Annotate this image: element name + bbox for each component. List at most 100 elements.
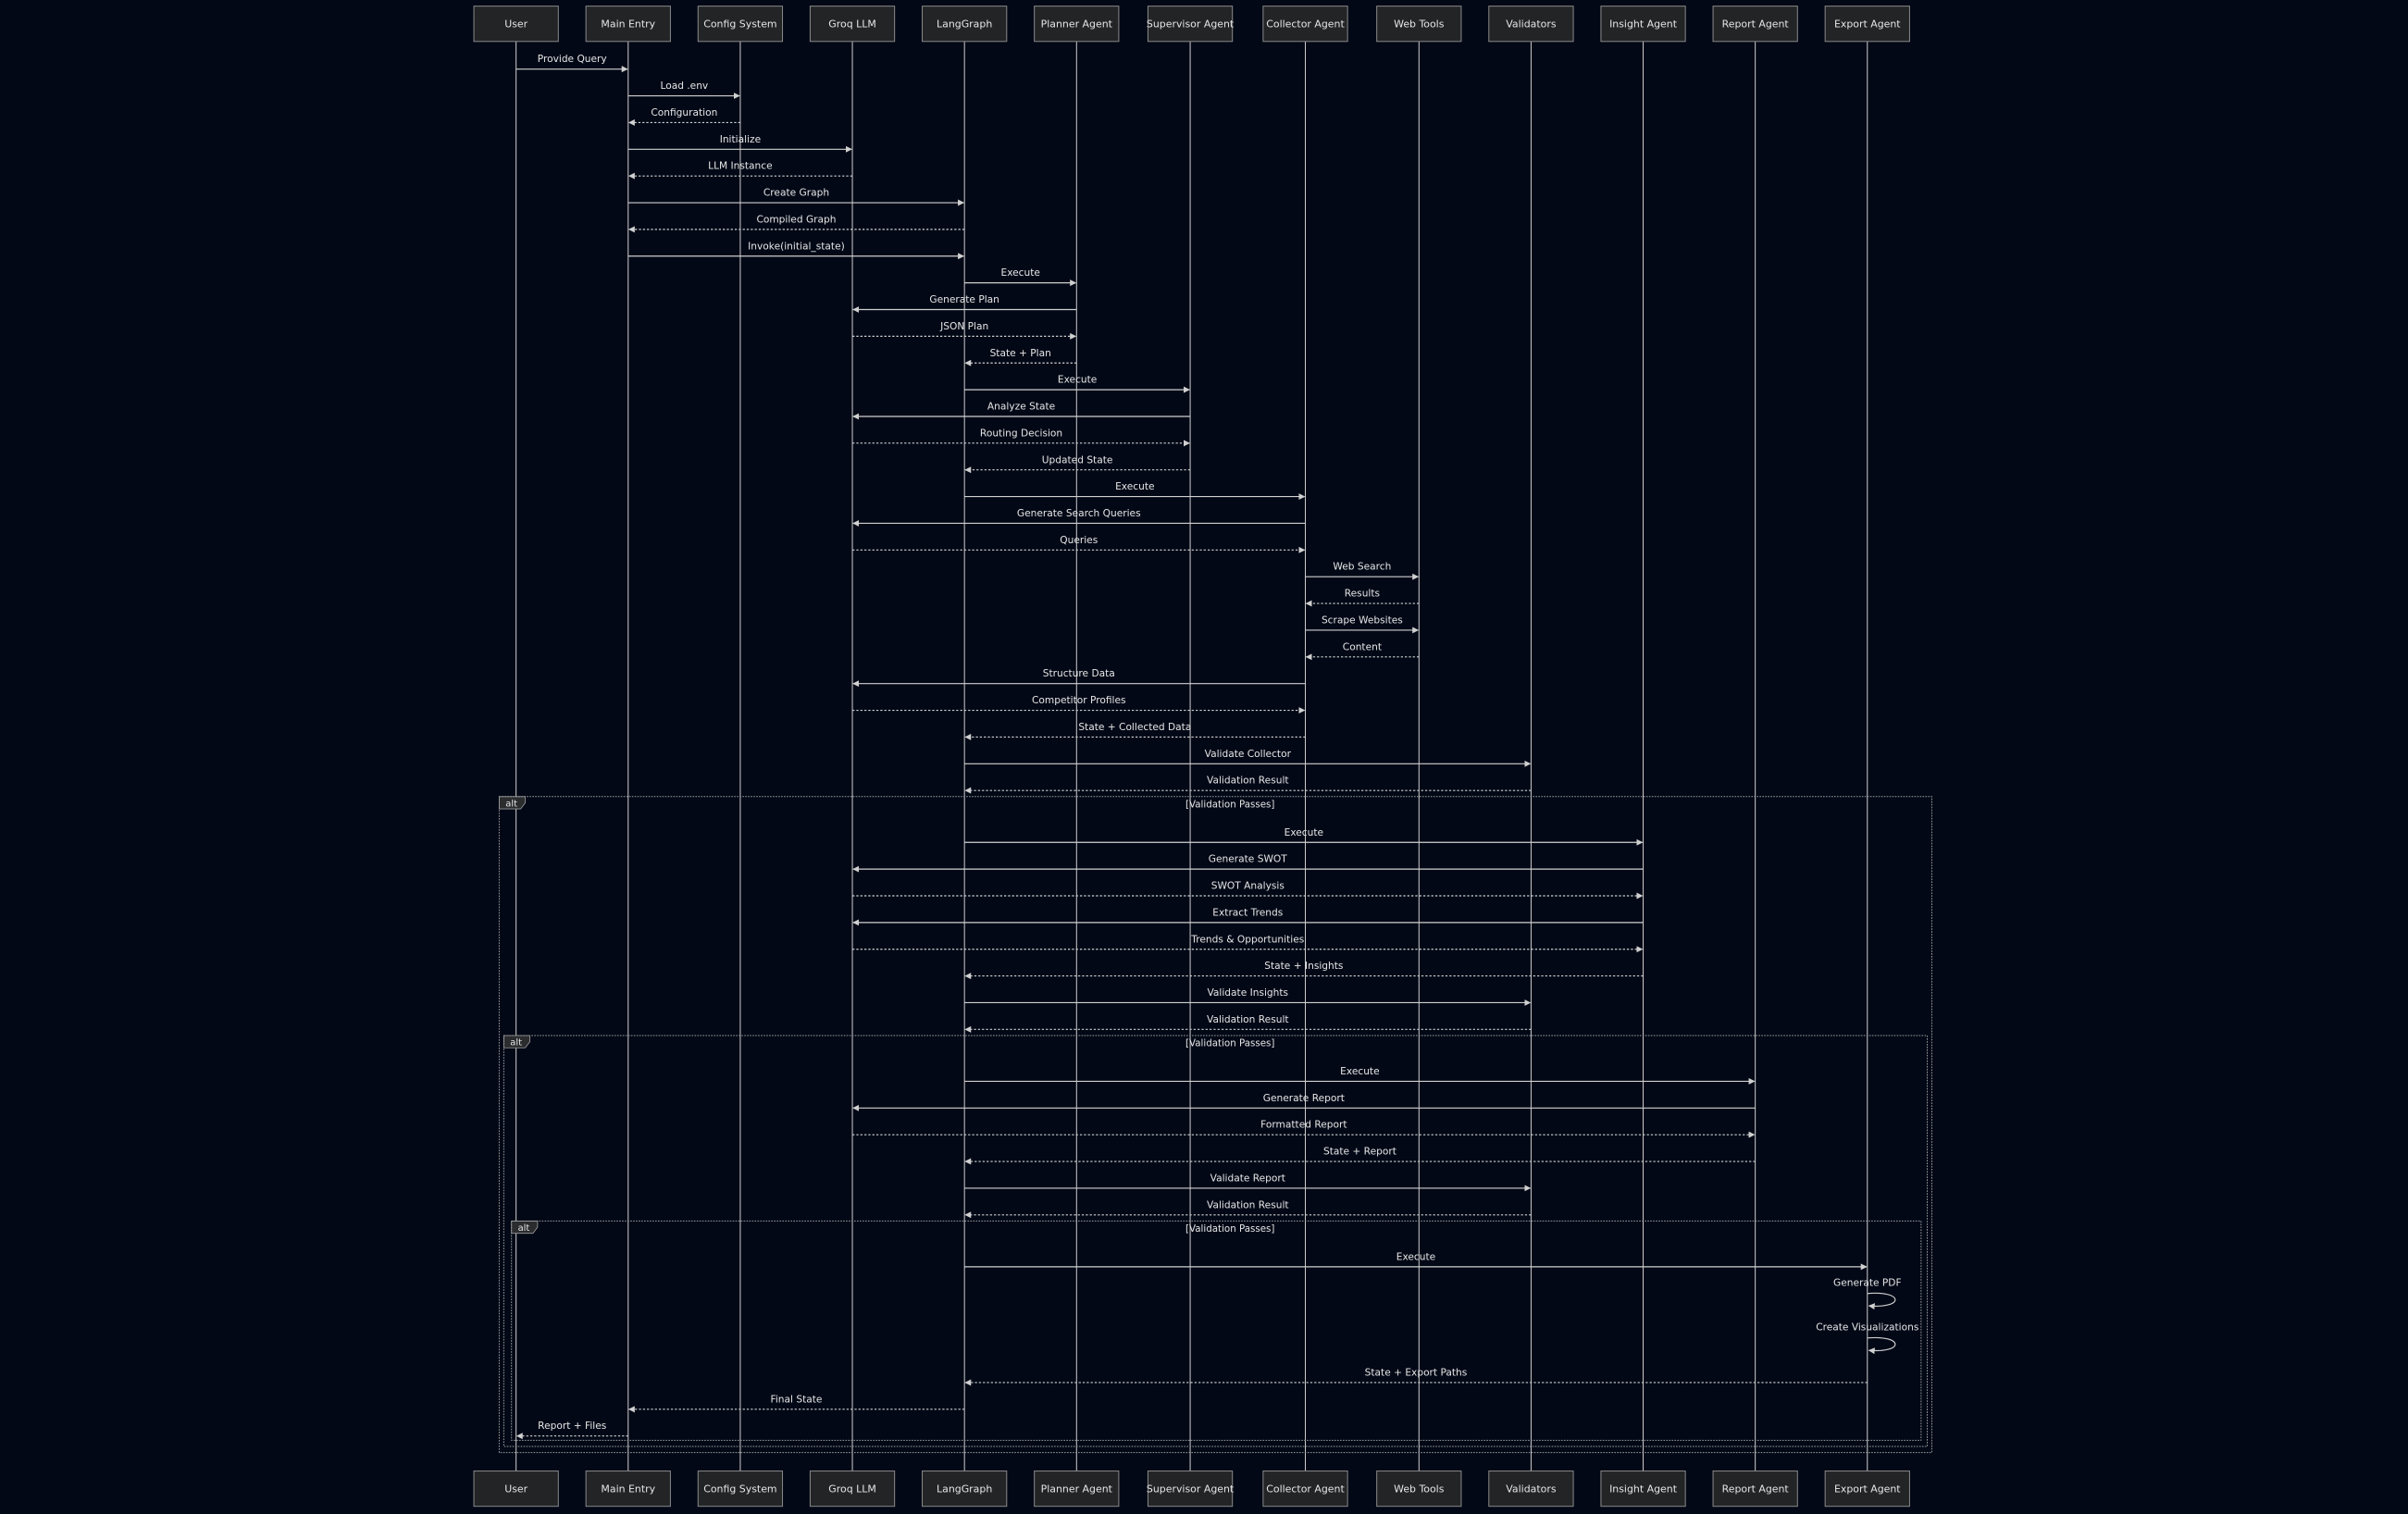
participant-box [1262,1471,1348,1508]
participants: User User Main Entry Main Entry Config Syste… [473,6,1910,1508]
message-label: Queries [1060,534,1098,546]
participant-box [809,1471,896,1508]
participant-box [1147,6,1234,43]
message-label: Scrape Websites [1322,614,1403,626]
participant-box [922,1471,1008,1508]
participant-label: Insight Agent [1609,1483,1678,1495]
participant-label: Validators [1506,19,1557,31]
participant-planner-agent-top[interactable]: Planner Agent [1034,6,1120,43]
participant-web-tools-top[interactable]: Web Tools [1376,6,1462,43]
participant-export-agent-bottom[interactable]: Export Agent [1824,1471,1910,1508]
participant-label: Config System [703,1483,776,1495]
participant-export-agent-top[interactable]: Export Agent [1824,6,1910,43]
participant-box [1824,1471,1910,1508]
participant-label: Collector Agent [1266,19,1345,31]
participant-validators-top[interactable]: Validators [1488,6,1574,43]
participant-collector-agent-bottom[interactable]: Collector Agent [1262,1471,1348,1508]
message-label: JSON Plan [939,320,988,332]
alt-fragment: alt [Validation Passes] [503,1035,1274,1049]
alt-fragment: alt [Validation Passes] [498,796,1274,810]
participant-box [697,6,784,43]
participant-box [1376,6,1462,43]
message-label: Validation Result [1207,1013,1289,1025]
participant-main-entry-top[interactable]: Main Entry [585,6,671,43]
participant-box [1376,1471,1462,1508]
participant-report-agent-top[interactable]: Report Agent [1712,6,1798,43]
alt-condition: [Validation Passes] [1185,1223,1274,1235]
message-label: State + Plan [990,347,1051,359]
participant-validators-bottom[interactable]: Validators [1488,1471,1574,1508]
message-label: SWOT Analysis [1211,880,1285,892]
participant-main-entry-bottom[interactable]: Main Entry [585,1471,671,1508]
participant-langgraph-bottom[interactable]: LangGraph [922,1471,1008,1508]
message-label: Trends & Opportunities [1190,933,1304,945]
participant-supervisor-agent-top[interactable]: Supervisor Agent [1147,6,1235,43]
participant-box [585,1471,671,1508]
message-label: Formatted Report [1260,1119,1347,1131]
participant-supervisor-agent-bottom[interactable]: Supervisor Agent [1147,1471,1235,1508]
participant-web-tools-bottom[interactable]: Web Tools [1376,1471,1462,1508]
message-label: Execute [1340,1065,1379,1077]
participant-report-agent-bottom[interactable]: Report Agent [1712,1471,1798,1508]
participant-box [1034,1471,1120,1508]
participant-box [1824,6,1910,43]
message-label: Analyze State [987,401,1055,413]
participant-label: Supervisor Agent [1147,1483,1235,1495]
message-label: State + Insights [1264,960,1344,972]
participant-box [1488,1471,1574,1508]
message-label: Execute [1058,374,1097,386]
participant-label: Groq LLM [828,19,875,31]
message-label: State + Collected Data [1078,721,1191,733]
message-label: Report + Files [538,1420,607,1432]
message-label: Load .env [660,80,708,92]
participant-config-system-top[interactable]: Config System [697,6,784,43]
participant-label: Report Agent [1722,1483,1790,1495]
alt-tag-label: alt [510,1037,522,1048]
participant-groq-llm-top[interactable]: Groq LLM [809,6,896,43]
participant-label: Planner Agent [1041,19,1113,31]
messages: Provide Query Load .env Configuration Initi… [515,53,1919,1440]
self-message-label: Generate PDF [1833,1276,1902,1288]
alt-tag [511,1221,539,1235]
participant-box [809,6,896,43]
participant-user-bottom[interactable]: User [473,1471,559,1508]
message-label: Web Search [1333,561,1391,573]
alt-tag-label: alt [518,1223,530,1234]
message-label: LLM Instance [708,160,772,172]
participant-groq-llm-bottom[interactable]: Groq LLM [809,1471,896,1508]
message-label: Generate Search Queries [1017,507,1141,519]
participant-box [1712,1471,1798,1508]
participant-label: Config System [703,19,776,31]
participant-box [1034,6,1120,43]
message-label: Competitor Profiles [1032,694,1126,706]
participant-box [1712,6,1798,43]
alt-fragment: alt [Validation Passes] [511,1221,1274,1235]
participant-label: Report Agent [1722,19,1790,31]
participant-planner-agent-bottom[interactable]: Planner Agent [1034,1471,1120,1508]
message-label: Validate Insights [1207,987,1288,999]
message-label: Validation Result [1207,775,1289,787]
message-label: Compiled Graph [756,213,836,225]
participant-insight-agent-top[interactable]: Insight Agent [1600,6,1686,43]
participant-label: Planner Agent [1041,1483,1113,1495]
participant-box [697,1471,784,1508]
participant-insight-agent-bottom[interactable]: Insight Agent [1600,1471,1686,1508]
message-label: Generate SWOT [1209,853,1287,865]
participant-config-system-bottom[interactable]: Config System [697,1471,784,1508]
participant-label: Main Entry [601,19,655,31]
message-label: Provide Query [538,53,607,65]
message-label: Final State [771,1393,823,1405]
message-label: Updated State [1042,453,1113,465]
participant-label: Collector Agent [1266,1483,1345,1495]
message-label: Validate Report [1210,1172,1285,1184]
participant-collector-agent-top[interactable]: Collector Agent [1262,6,1348,43]
participant-label: User [504,1483,528,1495]
participant-user-top[interactable]: User [473,6,559,43]
participant-langgraph-top[interactable]: LangGraph [922,6,1008,43]
alt-frame [503,1035,1928,1447]
message-label: State + Export Paths [1365,1367,1468,1379]
message-label: Routing Decision [980,427,1062,439]
participant-label: Web Tools [1394,1483,1445,1495]
participant-label: LangGraph [937,1483,992,1495]
